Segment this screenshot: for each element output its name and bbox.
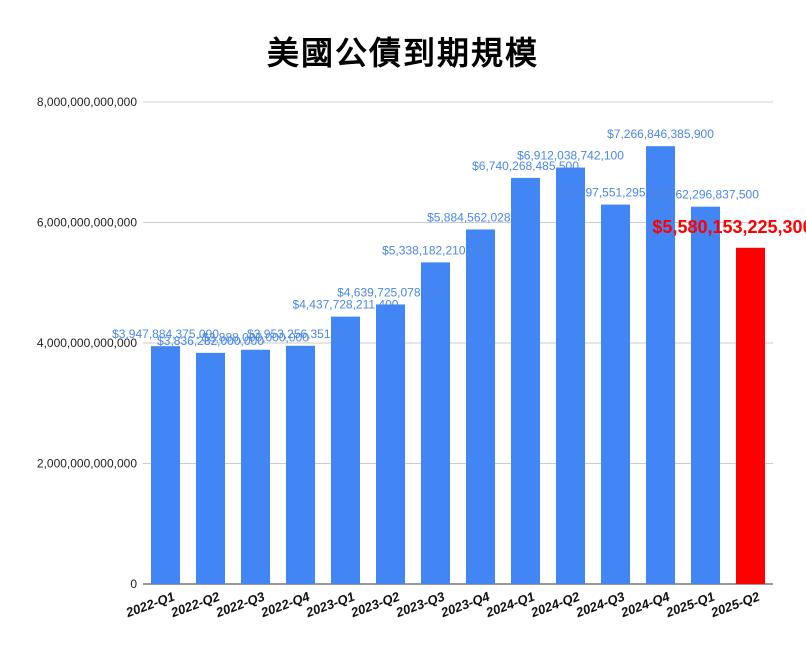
bar-2024-Q1 [511,177,540,585]
y-tick-label: 2,000,000,000,000 [37,457,137,471]
data-label-2023-Q1: $4,437,728,211,400 [293,298,399,312]
bar-2024-Q3 [601,204,630,584]
x-tick-label: 2025-Q2 [708,588,762,620]
x-tick-label: 2024-Q3 [573,588,627,620]
bar-2023-Q1 [331,316,360,584]
bars [151,146,765,585]
x-tick-label: 2022-Q3 [213,588,267,620]
x-tick-label: 2023-Q1 [303,589,357,621]
bar-2023-Q3 [421,262,450,584]
x-tick-label: 2024-Q2 [528,588,582,620]
x-tick-label: 2022-Q1 [123,589,177,621]
data-label-2023-Q2: $4,639,725,078,000 [337,285,444,299]
x-tick-label: 2023-Q3 [393,588,447,620]
bar-2025-Q2 [736,247,765,584]
data-label-2023-Q4: $5,884,562,028,100 [427,210,534,224]
x-axis: 2022-Q12022-Q22022-Q32022-Q42023-Q12023-… [123,588,762,620]
x-tick-label: 2022-Q2 [168,588,222,620]
data-labels: $3,947,884,375,000$3,836,282,000,000$3,8… [112,127,806,348]
bar-2022-Q1 [151,346,180,584]
x-tick-label: 2022-Q4 [258,588,312,620]
x-tick-label: 2024-Q1 [483,589,537,621]
data-label-2025-Q1: $6,262,296,837,500 [652,188,759,202]
bar-2022-Q4 [286,345,315,584]
bar-2022-Q3 [241,349,270,584]
bar-2024-Q4 [646,146,675,585]
x-tick-label: 2023-Q4 [438,588,492,620]
data-label-2024-Q2: $6,912,038,742,100 [517,149,624,163]
bar-2023-Q2 [376,304,405,584]
chart-title: 美國公債到期規模 [266,34,539,72]
data-label-2024-Q4: $7,266,846,385,900 [607,127,714,141]
x-tick-label: 2024-Q4 [618,588,672,620]
data-label-2024-Q3: $6,297,551,295,000 [562,186,669,200]
bar-2023-Q4 [466,229,495,584]
bar-2025-Q1 [691,206,720,585]
data-label-2022-Q2: $3,836,282,000,000 [157,334,264,348]
x-tick-label: 2023-Q2 [348,588,402,620]
data-label-2025-Q2: $5,580,153,225,300 [652,217,806,237]
data-label-2022-Q3: $3,888,000,000,000 [202,331,309,345]
x-tick-label: 2025-Q1 [663,589,717,621]
bar-2022-Q2 [196,352,225,584]
data-label-2022-Q4: $3,953,256,351,300 [247,327,354,341]
data-label-2023-Q3: $5,338,182,210,900 [382,243,489,257]
y-tick-label: 6,000,000,000,000 [37,216,137,230]
y-tick-label: 0 [130,577,137,591]
bar-2024-Q2 [556,167,585,584]
data-label-2022-Q1: $3,947,884,375,000 [112,327,219,341]
y-tick-label: 8,000,000,000,000 [37,95,137,109]
y-tick-label: 4,000,000,000,000 [37,336,137,350]
y-axis: 0 2,000,000,000,000 4,000,000,000,000 6,000… [37,95,137,591]
data-label-2024-Q1: $6,740,268,485,500 [472,159,579,173]
